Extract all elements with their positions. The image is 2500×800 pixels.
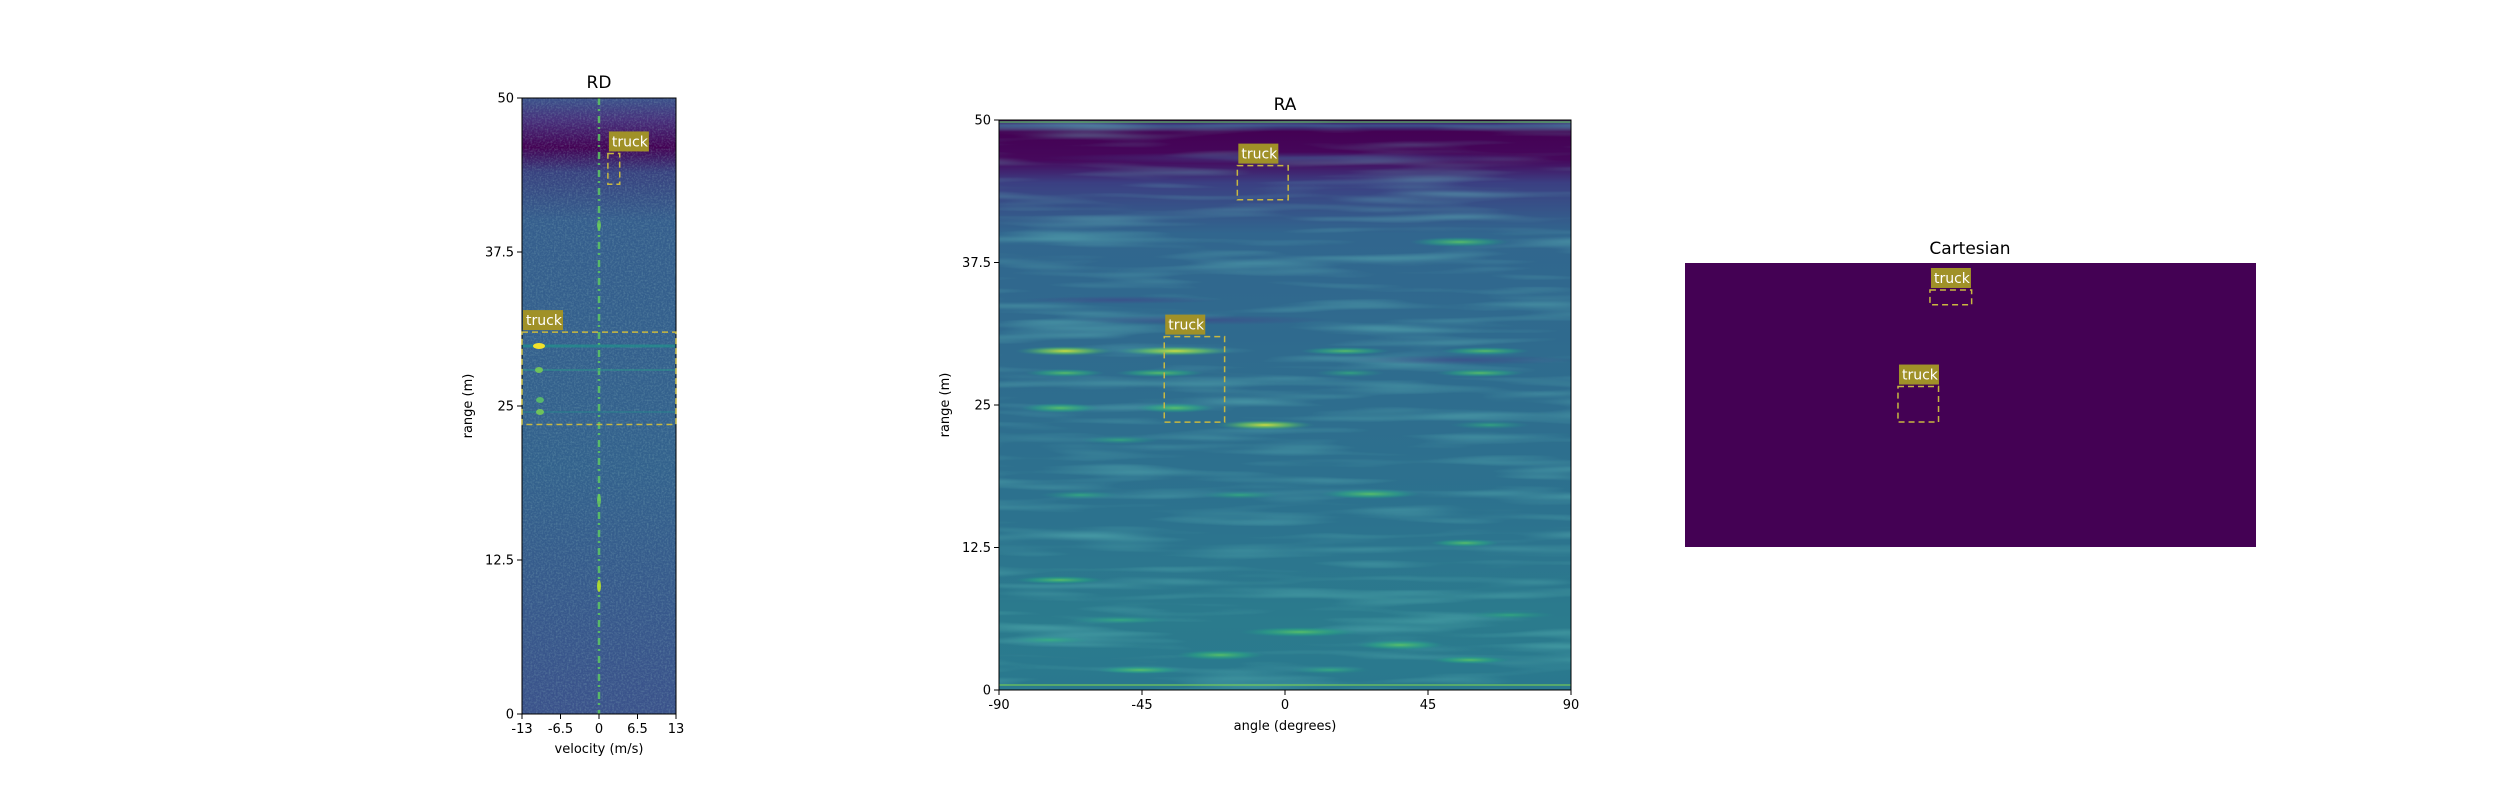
ra-ylabel: range (m) [938,373,953,438]
ra-xtick-label: 90 [1563,698,1580,713]
cartesian-title: Cartesian [1929,239,2010,259]
ra-xtick-label: 45 [1420,698,1437,713]
rd-panel: RD truck truck -13 -6.5 0 6.5 13 0 12.5 25 37.5 50… [461,73,684,757]
ra-ytick-label: 0 [983,684,991,699]
rd-xtick-label: -6.5 [548,722,573,737]
ra-xtick-label: -45 [1131,698,1152,713]
rd-ytick-label: 12.5 [485,554,514,569]
cartesian-heatmap [1685,263,2256,547]
rd-ytick-label: 25 [497,400,514,415]
cartesian-panel: Cartesian truck truck [1685,239,2256,547]
rd-xtick-label: 0 [595,722,603,737]
ra-ytick-label: 12.5 [962,541,991,556]
ra-ytick-label: 50 [974,114,991,129]
rd-ylabel: range (m) [461,374,476,439]
ra-detection-label: truck [1168,318,1205,334]
rd-ytick-label: 0 [506,708,514,723]
ra-ytick-label: 25 [974,399,991,414]
ra-xlabel: angle (degrees) [1234,719,1337,734]
cartesian-detection-label: truck [1902,368,1939,384]
rd-xtick-label: 13 [668,722,685,737]
ra-detection-label: truck [1241,147,1278,163]
ra-panel: RA [938,95,1580,734]
ra-xtick-label: 0 [1281,698,1289,713]
rd-title: RD [587,73,612,93]
ra-ytick-label: 37.5 [962,256,991,271]
cartesian-detection-label: truck [1934,271,1971,287]
rd-ytick-label: 37.5 [485,246,514,261]
rd-heatmap [522,98,676,714]
rd-xtick-label: -13 [511,722,532,737]
rd-detection-label: truck [526,313,563,329]
ra-title: RA [1274,95,1297,115]
rd-ytick-label: 50 [497,92,514,107]
ra-heatmap [999,120,1580,690]
rd-detection-label: truck [612,134,649,150]
ra-xtick-label: -90 [988,698,1009,713]
rd-xtick-label: 6.5 [627,722,648,737]
rd-xlabel: velocity (m/s) [555,742,644,757]
